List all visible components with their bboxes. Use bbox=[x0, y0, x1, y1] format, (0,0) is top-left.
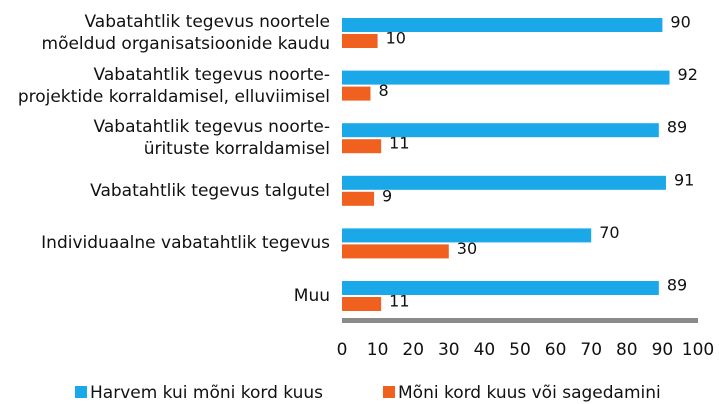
legend-swatch bbox=[75, 386, 87, 398]
bar bbox=[342, 191, 375, 206]
bar bbox=[342, 70, 670, 85]
value-label: 70 bbox=[599, 223, 619, 242]
x-tick-label: 40 bbox=[474, 340, 496, 360]
x-tick-label: 90 bbox=[652, 340, 674, 360]
value-label: 30 bbox=[457, 239, 477, 258]
x-tick-label: 0 bbox=[337, 340, 348, 360]
category-label: Vabatahtlik tegevus noorte- ürituste kor… bbox=[93, 117, 330, 160]
bar bbox=[342, 86, 371, 101]
category-label: Individuaalne vabatahtlik tegevus bbox=[41, 233, 330, 254]
bar bbox=[342, 297, 382, 311]
bar bbox=[342, 175, 666, 190]
bar bbox=[342, 244, 449, 259]
x-tick-label: 10 bbox=[367, 340, 389, 360]
bar bbox=[342, 34, 378, 48]
value-label: 89 bbox=[667, 276, 687, 295]
value-label: 90 bbox=[670, 13, 690, 32]
value-label: 11 bbox=[389, 292, 409, 311]
bar bbox=[342, 18, 663, 32]
value-label: 92 bbox=[678, 65, 698, 84]
value-label: 91 bbox=[674, 170, 694, 189]
x-tick-label: 70 bbox=[580, 340, 602, 360]
x-tick-label: 30 bbox=[438, 340, 460, 360]
value-label: 10 bbox=[386, 29, 406, 48]
value-label: 8 bbox=[378, 81, 388, 100]
category-label: Vabatahtlik tegevus noorte- projektide k… bbox=[17, 64, 330, 107]
x-tick-label: 50 bbox=[509, 340, 531, 360]
x-tick-label: 80 bbox=[616, 340, 638, 360]
legend-label: Mõni kord kuus või sagedamini bbox=[398, 383, 661, 403]
x-tick-label: 100 bbox=[682, 340, 714, 360]
legend-label: Harvem kui mõni kord kuus bbox=[90, 383, 323, 403]
value-label: 9 bbox=[382, 186, 392, 205]
bar bbox=[342, 139, 382, 154]
category-label: Vabatahtlik tegevus noortele mõeldud org… bbox=[41, 12, 330, 54]
bar bbox=[342, 228, 592, 243]
category-label: Muu bbox=[293, 286, 330, 306]
value-label: 89 bbox=[667, 118, 687, 137]
value-label: 11 bbox=[389, 134, 409, 153]
bar bbox=[342, 123, 659, 138]
legend-swatch bbox=[383, 386, 395, 398]
x-tick-label: 20 bbox=[402, 340, 424, 360]
x-axis-line bbox=[342, 318, 698, 323]
bar bbox=[342, 281, 659, 295]
category-label: Vabatahtlik tegevus talgutel bbox=[90, 180, 330, 201]
x-tick-label: 60 bbox=[545, 340, 567, 360]
